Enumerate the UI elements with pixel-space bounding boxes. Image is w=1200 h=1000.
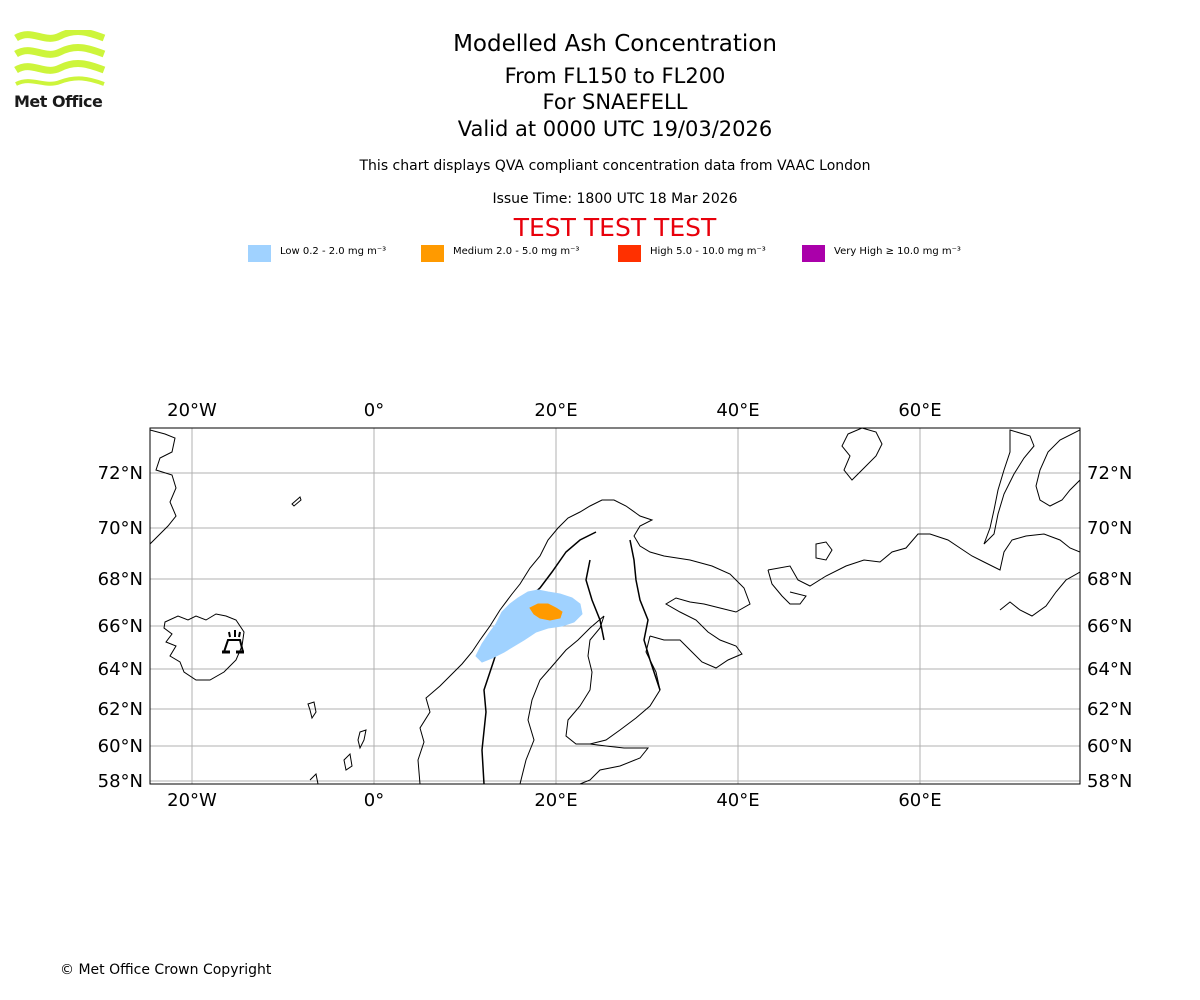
lon-label: 20°E [534,400,577,421]
legend-label: Medium 2.0 - 5.0 mg m⁻³ [453,246,580,257]
lat-label: 72°N [98,463,143,484]
met-office-logo: Met Office [14,28,108,111]
legend-label: High 5.0 - 10.0 mg m⁻³ [650,246,766,257]
lat-label: 64°N [1087,659,1132,680]
compliance-note: This chart displays QVA compliant concen… [359,158,871,174]
legend-swatch-medium [421,245,444,262]
lon-label: 20°W [167,790,217,811]
lat-label: 64°N [98,659,143,680]
lat-label: 68°N [98,569,143,590]
lat-label: 72°N [1087,463,1132,484]
volcano-name: For SNAEFELL [542,90,688,114]
scandinavia-coast [417,499,751,784]
lon-label: 60°E [898,400,941,421]
lat-label: 58°N [98,771,143,792]
valid-time: Valid at 0000 UTC 19/03/2026 [457,117,773,141]
lat-labels-right: 72°N 70°N 68°N 66°N 64°N 62°N 60°N 58°N [1087,463,1132,792]
lon-label: 60°E [898,790,941,811]
lat-label: 68°N [1087,569,1132,590]
lon-label: 0° [364,790,384,811]
lon-label: 20°E [534,790,577,811]
met-office-wave-icon [14,28,106,86]
lon-label: 20°W [167,400,217,421]
lat-label: 62°N [1087,699,1132,720]
lat-label: 70°N [1087,518,1132,539]
greenland-coast [150,429,177,545]
lon-label: 40°E [716,790,759,811]
coastlines [150,428,1080,784]
iceland-coast [163,613,245,681]
lon-label: 40°E [716,400,759,421]
volcano-icon [222,630,244,654]
copyright-notice: © Met Office Crown Copyright [60,962,272,978]
legend-label: Very High ≥ 10.0 mg m⁻³ [834,246,961,257]
issue-time: Issue Time: 1800 UTC 18 Mar 2026 [492,191,738,207]
lon-labels-top: 20°W 0° 20°E 40°E 60°E [167,400,941,421]
legend-swatch-very-high [802,245,825,262]
ash-plume [222,589,583,663]
legend-label: Low 0.2 - 2.0 mg m⁻³ [280,246,387,257]
lat-labels-left: 72°N 70°N 68°N 66°N 64°N 62°N 60°N 58°N [98,463,143,792]
map-frame [149,427,1081,785]
lat-label: 60°N [1087,736,1132,757]
novaya-zemlya-coast [1035,429,1080,507]
lat-label: 60°N [98,736,143,757]
test-banner: TEST TEST TEST [513,213,717,242]
lat-label: 62°N [98,699,143,720]
logo-text: Met Office [14,92,103,111]
flight-level-range: From FL150 to FL200 [504,64,726,88]
lon-labels-bottom: 20°W 0° 20°E 40°E 60°E [167,790,941,811]
legend-swatch-low [248,245,271,262]
ash-medium-area [529,603,563,621]
lat-label: 66°N [1087,616,1132,637]
lat-label: 58°N [1087,771,1132,792]
lat-label: 70°N [98,518,143,539]
graticule [150,428,1080,784]
legend-swatch-high [618,245,641,262]
lon-label: 0° [364,400,384,421]
chart-title: Modelled Ash Concentration [453,31,777,57]
lat-label: 66°N [98,616,143,637]
